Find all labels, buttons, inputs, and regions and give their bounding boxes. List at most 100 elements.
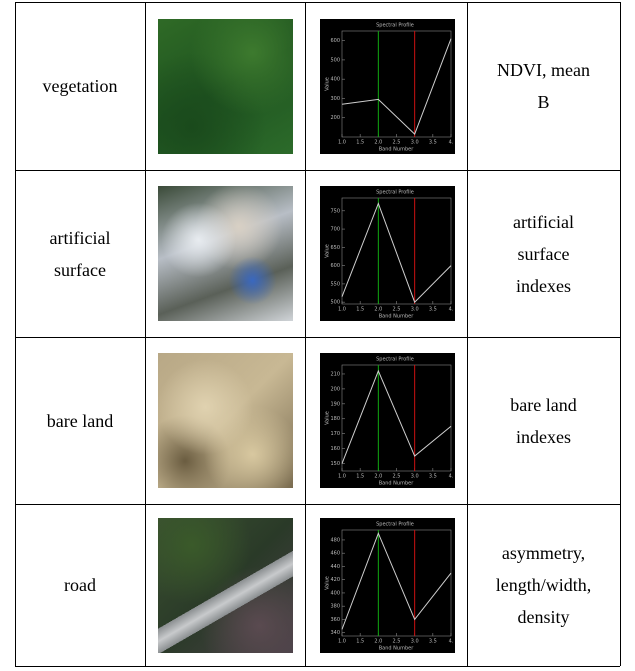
x-tick-label: 3.0 xyxy=(411,139,419,145)
x-axis-label: Band Number xyxy=(379,645,414,651)
x-tick-label: 2.5 xyxy=(393,474,401,480)
y-tick-label: 200 xyxy=(330,115,340,121)
y-tick-label: 440 xyxy=(330,563,340,569)
table-border xyxy=(15,666,620,667)
y-tick-label: 300 xyxy=(330,95,340,101)
y-tick-label: 600 xyxy=(330,263,340,269)
feature-text: NDVI, mean xyxy=(497,54,590,86)
x-tick-label: 3.5 xyxy=(429,307,437,313)
chart-title: Spectral Profile xyxy=(376,521,414,527)
x-tick-label: 2.0 xyxy=(374,638,382,644)
class-name: bare land xyxy=(47,405,113,437)
chart-title: Spectral Profile xyxy=(376,357,414,363)
x-axis-label: Band Number xyxy=(379,481,414,487)
x-tick-label: 1.5 xyxy=(356,307,364,313)
x-tick-label: 4. xyxy=(449,307,454,313)
feature-text: length/width, xyxy=(496,569,592,601)
feature-text: indexes xyxy=(516,421,571,453)
class-name: surface xyxy=(54,254,106,286)
x-tick-label: 3.0 xyxy=(411,474,419,480)
y-tick-label: 200 xyxy=(330,386,340,392)
x-tick-label: 2.5 xyxy=(393,139,401,145)
chart-title: Spectral Profile xyxy=(376,22,414,28)
x-axis-label: Band Number xyxy=(379,314,414,320)
y-tick-label: 650 xyxy=(330,245,340,251)
x-tick-label: 4. xyxy=(449,638,454,644)
feature-text: artificial xyxy=(513,206,574,238)
class-cell: vegetation xyxy=(15,2,145,170)
chart-background xyxy=(320,518,455,653)
chart-background xyxy=(320,186,455,321)
class-name: vegetation xyxy=(43,70,118,102)
satellite-image xyxy=(158,19,293,154)
y-tick-label: 360 xyxy=(330,616,340,622)
class-cell: bare land xyxy=(15,337,145,504)
satellite-image xyxy=(158,353,293,488)
x-tick-label: 3.5 xyxy=(429,638,437,644)
y-tick-label: 600 xyxy=(330,38,340,44)
x-tick-label: 3.5 xyxy=(429,474,437,480)
x-tick-label: 3.0 xyxy=(411,307,419,313)
page: vegetation NDVI, meanB Spectral Profile Ban… xyxy=(0,0,635,671)
class-cell: road xyxy=(15,504,145,666)
x-tick-label: 1.0 xyxy=(338,474,346,480)
y-tick-label: 750 xyxy=(330,208,340,214)
x-axis-label: Band Number xyxy=(379,146,414,152)
x-tick-label: 1.5 xyxy=(356,139,364,145)
feature-text: surface xyxy=(518,238,570,270)
satellite-image xyxy=(158,518,293,653)
chart-background xyxy=(320,353,455,488)
y-tick-label: 170 xyxy=(330,431,340,437)
x-tick-label: 1.0 xyxy=(338,139,346,145)
satellite-image xyxy=(158,186,293,321)
y-tick-label: 400 xyxy=(330,590,340,596)
chart-title: Spectral Profile xyxy=(376,190,414,196)
y-tick-label: 340 xyxy=(330,630,340,636)
feature-text: indexes xyxy=(516,270,571,302)
feature-text: bare land xyxy=(510,389,576,421)
y-tick-label: 480 xyxy=(330,537,340,543)
feature-cell: asymmetry,length/width,density xyxy=(467,504,620,666)
y-tick-label: 550 xyxy=(330,281,340,287)
feature-text: density xyxy=(518,601,570,633)
y-tick-label: 180 xyxy=(330,416,340,422)
x-tick-label: 4. xyxy=(449,139,454,145)
x-tick-label: 2.0 xyxy=(374,307,382,313)
table-border xyxy=(620,2,621,666)
y-tick-label: 400 xyxy=(330,76,340,82)
x-tick-label: 2.0 xyxy=(374,139,382,145)
feature-text: B xyxy=(537,86,549,118)
table-border xyxy=(305,2,306,666)
x-tick-label: 1.5 xyxy=(356,638,364,644)
x-tick-label: 1.0 xyxy=(338,638,346,644)
y-tick-label: 420 xyxy=(330,577,340,583)
x-tick-label: 2.5 xyxy=(393,307,401,313)
x-tick-label: 3.5 xyxy=(429,139,437,145)
class-name: road xyxy=(64,569,96,601)
x-tick-label: 4. xyxy=(449,474,454,480)
y-tick-label: 460 xyxy=(330,550,340,556)
y-tick-label: 500 xyxy=(330,57,340,63)
y-tick-label: 700 xyxy=(330,227,340,233)
chart-background xyxy=(320,19,455,154)
y-tick-label: 150 xyxy=(330,461,340,467)
x-tick-label: 1.5 xyxy=(356,474,364,480)
y-tick-label: 160 xyxy=(330,446,340,452)
feature-text: asymmetry, xyxy=(502,537,585,569)
y-tick-label: 380 xyxy=(330,603,340,609)
y-tick-label: 210 xyxy=(330,371,340,377)
y-tick-label: 190 xyxy=(330,401,340,407)
x-tick-label: 2.5 xyxy=(393,638,401,644)
y-tick-label: 500 xyxy=(330,300,340,306)
x-tick-label: 3.0 xyxy=(411,638,419,644)
x-tick-label: 1.0 xyxy=(338,307,346,313)
table-border xyxy=(145,2,146,666)
